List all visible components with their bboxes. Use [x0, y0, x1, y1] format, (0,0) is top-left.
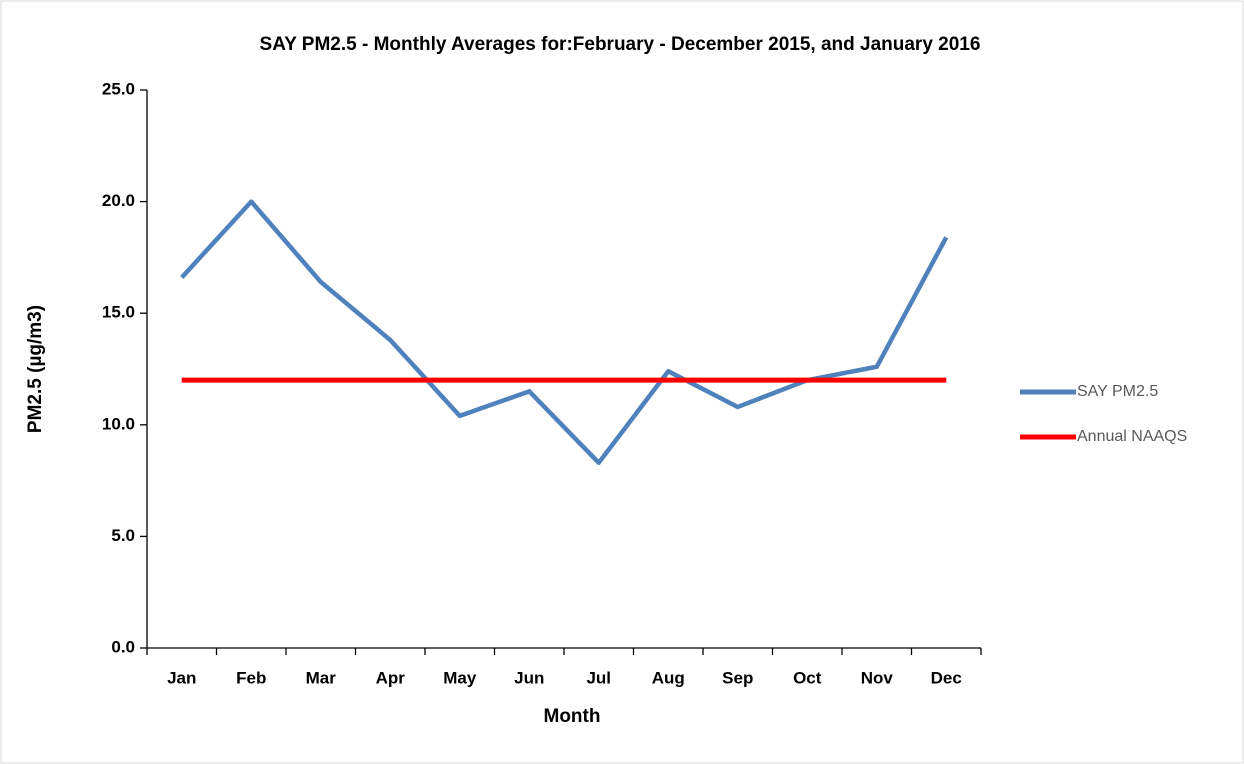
x-tick-label: Apr	[376, 668, 406, 687]
y-tick-label: 15.0	[102, 303, 135, 322]
x-tick-label: Aug	[652, 668, 685, 687]
y-tick-label: 0.0	[111, 637, 135, 656]
x-tick-label: Nov	[861, 668, 894, 687]
legend-label: Annual NAAQS	[1077, 428, 1187, 445]
y-tick-label: 10.0	[102, 414, 135, 433]
y-tick-label: 20.0	[102, 191, 135, 210]
x-tick-label: Feb	[236, 668, 266, 687]
x-tick-label: Mar	[306, 668, 337, 687]
y-tick-label: 5.0	[111, 526, 135, 545]
x-tick-label: Sep	[722, 668, 753, 687]
chart-title: SAY PM2.5 - Monthly Averages for:Februar…	[260, 34, 981, 55]
y-tick-label: 25.0	[102, 79, 135, 98]
y-axis-label: PM2.5 (µg/m3)	[25, 305, 46, 433]
x-tick-label: Dec	[931, 668, 962, 687]
x-axis-label: Month	[544, 706, 601, 727]
x-tick-label: Jan	[167, 668, 196, 687]
x-tick-label: Jun	[514, 668, 544, 687]
x-tick-label: May	[443, 668, 477, 687]
x-tick-label: Oct	[793, 668, 822, 687]
x-tick-label: Jul	[586, 668, 611, 687]
legend-label: SAY PM2.5	[1077, 383, 1158, 400]
